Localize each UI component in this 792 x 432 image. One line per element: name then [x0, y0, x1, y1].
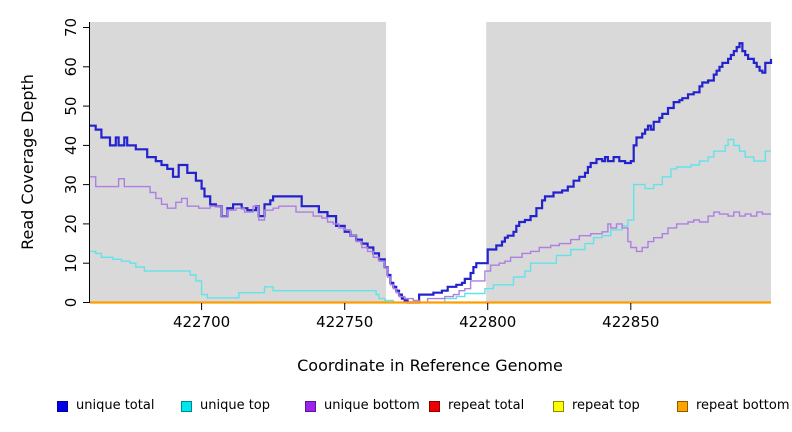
- y-axis-ticks: 0 10 20 30 40 50 60 70: [62, 18, 90, 307]
- x-tick-label: 422750: [316, 313, 373, 331]
- legend-item-repeat-total: repeat total: [429, 399, 524, 413]
- x-tick-label: 422800: [459, 313, 516, 331]
- legend-swatch-unique-top: [181, 400, 192, 412]
- legend-label: repeat total: [448, 398, 525, 413]
- x-axis-title: Coordinate in Reference Genome: [297, 356, 563, 375]
- legend-label: unique bottom: [324, 398, 420, 413]
- y-tick-label: 20: [62, 214, 80, 233]
- x-tick-label: 422700: [173, 313, 230, 331]
- legend-swatch-repeat-top: [553, 400, 564, 412]
- legend-item-unique-total: unique total: [57, 399, 154, 413]
- legend-swatch-repeat-bottom: [677, 400, 688, 412]
- series-unique-bottom: [90, 176, 771, 304]
- y-tick-label: 60: [62, 57, 80, 76]
- legend-item-repeat-bottom: repeat bottom: [677, 399, 790, 413]
- y-tick-label: 50: [62, 97, 80, 116]
- legend-label: unique total: [76, 398, 155, 413]
- plot-canvas: 422700 422750 422800 422850 0 10 20 30 40 50 60 70…: [18, 18, 773, 375]
- legend-item-unique-top: unique top: [181, 399, 270, 413]
- y-tick-label: 40: [62, 136, 80, 155]
- y-tick-label: 0: [62, 298, 80, 308]
- x-axis-ticks: 422700 422750 422800 422850: [173, 303, 659, 331]
- legend-swatch-repeat-total: [429, 400, 440, 412]
- legend-swatch-unique-total: [57, 400, 68, 412]
- x-tick-label: 422850: [602, 313, 659, 331]
- series-group: [90, 42, 773, 304]
- legend-label: repeat top: [572, 398, 640, 413]
- masked-region: [386, 22, 487, 303]
- y-tick-label: 70: [62, 18, 80, 37]
- legend-item-unique-bottom: unique bottom: [305, 399, 420, 413]
- series-unique-top: [90, 138, 771, 304]
- legend-swatch-unique-bottom: [305, 400, 316, 412]
- legend-label: repeat bottom: [696, 398, 790, 413]
- legend-item-repeat-top: repeat top: [553, 399, 640, 413]
- legend-label: unique top: [200, 398, 271, 413]
- y-tick-label: 10: [62, 254, 80, 273]
- y-axis-title: Read Coverage Depth: [18, 74, 37, 250]
- y-tick-label: 30: [62, 175, 80, 194]
